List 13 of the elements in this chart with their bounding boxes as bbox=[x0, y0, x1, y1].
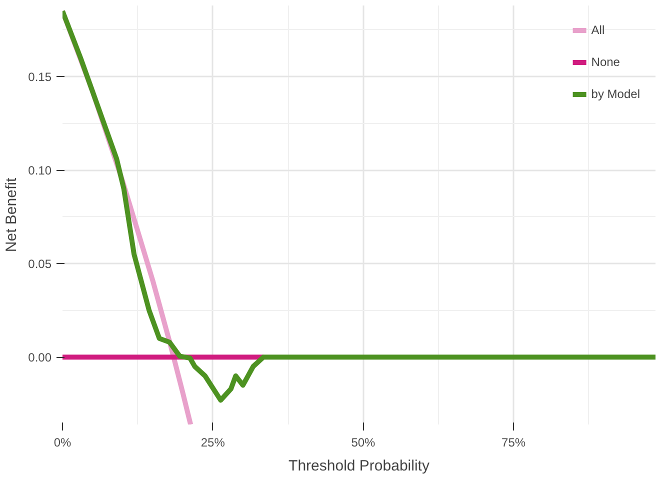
x-axis-title: Threshold Probability bbox=[288, 458, 430, 474]
x-tick-label: 25% bbox=[200, 436, 226, 450]
y-tick-label: 0.00 bbox=[28, 350, 52, 365]
legend-label: All bbox=[591, 23, 606, 37]
y-tick-label: 0.05 bbox=[28, 257, 52, 272]
y-tick-label: 0.15 bbox=[28, 70, 52, 84]
legend-label: by Model bbox=[591, 87, 640, 101]
x-tick-label: 75% bbox=[502, 436, 526, 450]
y-axis-title: Net Benefit bbox=[3, 177, 20, 252]
x-tick-label: 0% bbox=[54, 436, 72, 450]
y-tick-label: 0.10 bbox=[28, 164, 52, 178]
legend-label: None bbox=[591, 55, 620, 69]
x-tick-label: 50% bbox=[351, 436, 376, 450]
